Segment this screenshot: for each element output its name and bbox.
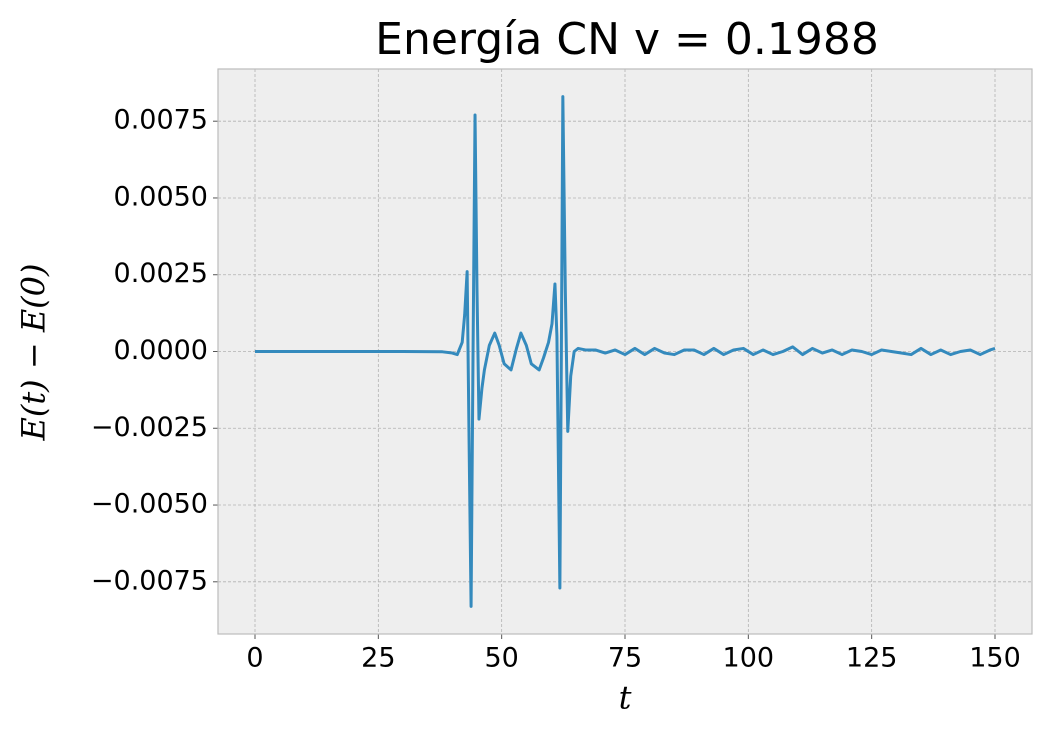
x-tick-label: 125: [846, 643, 898, 674]
x-axis-label: t: [619, 679, 632, 717]
data-line: [255, 95, 996, 608]
y-tick-label: 0.0025: [114, 258, 208, 289]
x-tick-label: 50: [484, 643, 518, 674]
x-tick-label: 0: [246, 643, 263, 674]
y-axis-label: E(t) − E(0): [15, 263, 53, 441]
x-tick-label: 150: [969, 643, 1021, 674]
y-tick-label: 0.0075: [114, 105, 208, 136]
x-tick-label: 75: [608, 643, 642, 674]
x-tick-label: 25: [361, 643, 395, 674]
y-tick-label: 0.0000: [114, 335, 208, 366]
chart-title: Energía CN v = 0.1988: [375, 14, 879, 65]
y-tick-label: −0.0025: [91, 412, 208, 443]
y-tick-label: 0.0050: [114, 181, 208, 212]
x-tick-label: 100: [723, 643, 775, 674]
y-tick-label: −0.0075: [91, 565, 208, 596]
plot-frame: [217, 68, 1033, 635]
y-tick-label: −0.0050: [91, 489, 208, 520]
